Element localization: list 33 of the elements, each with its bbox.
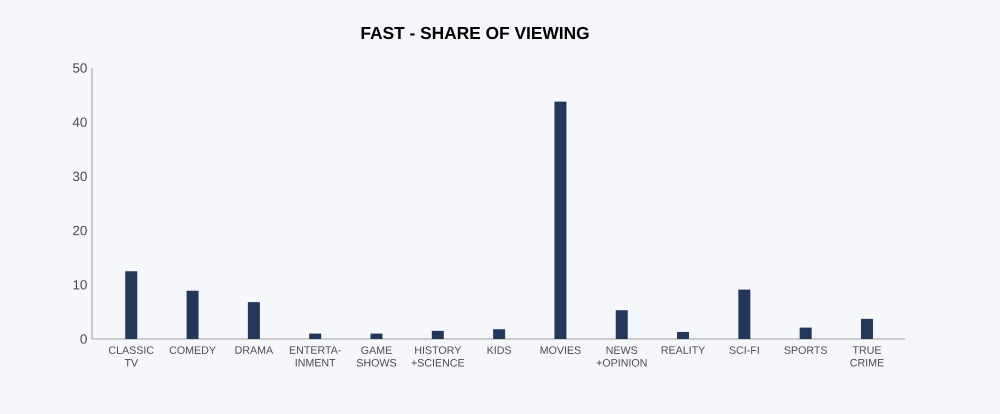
y-tick-label: 40 [72,117,87,127]
bar [860,318,873,339]
x-tick-label: KIDS [488,346,512,354]
y-tick-label: 20 [73,226,87,236]
y-tick-label: 10 [74,280,87,290]
x-tick-label: DRAMA [235,346,274,354]
y-tick-label: 30 [72,172,87,182]
y-tick-label: 0 [80,334,87,344]
x-tick-label: COMEDY [170,346,216,354]
bar [125,271,138,339]
x-tick-label: TRUE CRIME [850,346,884,366]
bar [370,334,382,339]
x-tick-label: REALITY [662,346,706,354]
x-tick-label: GAME SHOWS [356,346,396,367]
bar [248,302,260,339]
bar [800,328,812,339]
x-tick-label: ENTERTA-INMENT [290,346,341,366]
bar [309,334,322,339]
bar [554,102,566,339]
x-tick-label: CLASSIC TV [108,346,154,366]
bar [186,290,199,339]
bar [738,290,750,339]
bar [677,332,690,339]
bar [493,329,506,339]
x-tick-label: SPORTS [784,346,828,354]
bar [432,330,444,339]
bar [616,310,628,339]
x-tick-label: NEWS +OPINION [596,346,647,367]
x-tick-label: HISTORY +SCIENCE [412,346,464,367]
x-tick-label: MOVIES [540,346,581,354]
x-tick-label: SCI-FI [729,346,759,354]
y-tick-label: 50 [73,63,87,73]
chart-title: FAST - SHARE OF VIEWING [362,26,589,40]
